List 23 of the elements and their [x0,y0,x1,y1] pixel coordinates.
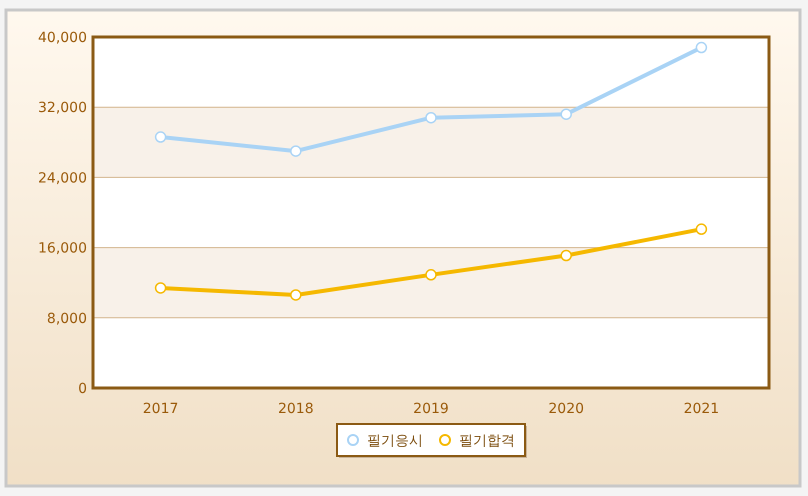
y-tick-label: 8,000 [46,310,87,327]
point [290,145,302,157]
point [425,269,437,281]
point [560,250,572,262]
y-tick-label: 16,000 [38,240,87,257]
point [290,289,302,301]
point [560,108,572,120]
point [425,112,437,124]
x-tick-label: 2020 [548,401,584,417]
point [154,131,166,143]
legend-label: 필기합격 [459,433,515,449]
point [696,223,708,235]
y-tick-label: 0 [78,381,87,397]
y-tick-label: 40,000 [38,30,87,46]
x-tick-label: 2018 [278,401,314,417]
point [696,42,708,54]
x-tick-label: 2021 [684,401,720,417]
point [154,282,166,294]
x-tick-label: 2017 [142,401,178,417]
legend-label: 필기응시 [367,433,423,449]
x-tick-label: 2019 [413,401,449,417]
y-tick-label: 32,000 [38,100,87,116]
y-tick-label: 24,000 [38,170,87,186]
